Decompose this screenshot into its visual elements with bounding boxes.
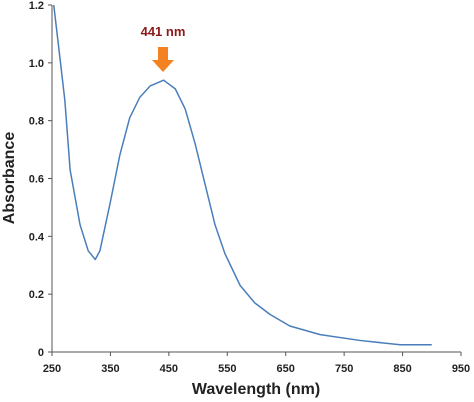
x-axis-title: Wavelength (nm) <box>192 381 320 398</box>
y-tick-label: 1.2 <box>29 0 44 12</box>
y-tick-label: 0.6 <box>29 174 44 186</box>
x-tick-label: 850 <box>393 363 411 375</box>
x-tick-label: 650 <box>277 363 295 375</box>
y-tick-label: 0.4 <box>29 231 45 243</box>
y-tick-label: 0 <box>38 347 44 359</box>
data-line <box>53 4 432 346</box>
y-tick-label: 0.8 <box>29 116 44 128</box>
x-tick-label: 550 <box>218 363 236 375</box>
y-tick-label: 0.2 <box>29 289 44 301</box>
x-tick-label: 450 <box>160 363 178 375</box>
x-tick-label: 350 <box>101 363 119 375</box>
y-tick-label: 1.0 <box>29 58 44 70</box>
x-tick-label: 250 <box>43 363 61 375</box>
annotation-arrow <box>152 47 174 72</box>
y-axis-title: Absorbance <box>1 132 18 225</box>
x-tick-label: 950 <box>452 363 470 375</box>
annotation: 441 nm <box>141 24 186 39</box>
x-tick-label: 750 <box>335 363 353 375</box>
